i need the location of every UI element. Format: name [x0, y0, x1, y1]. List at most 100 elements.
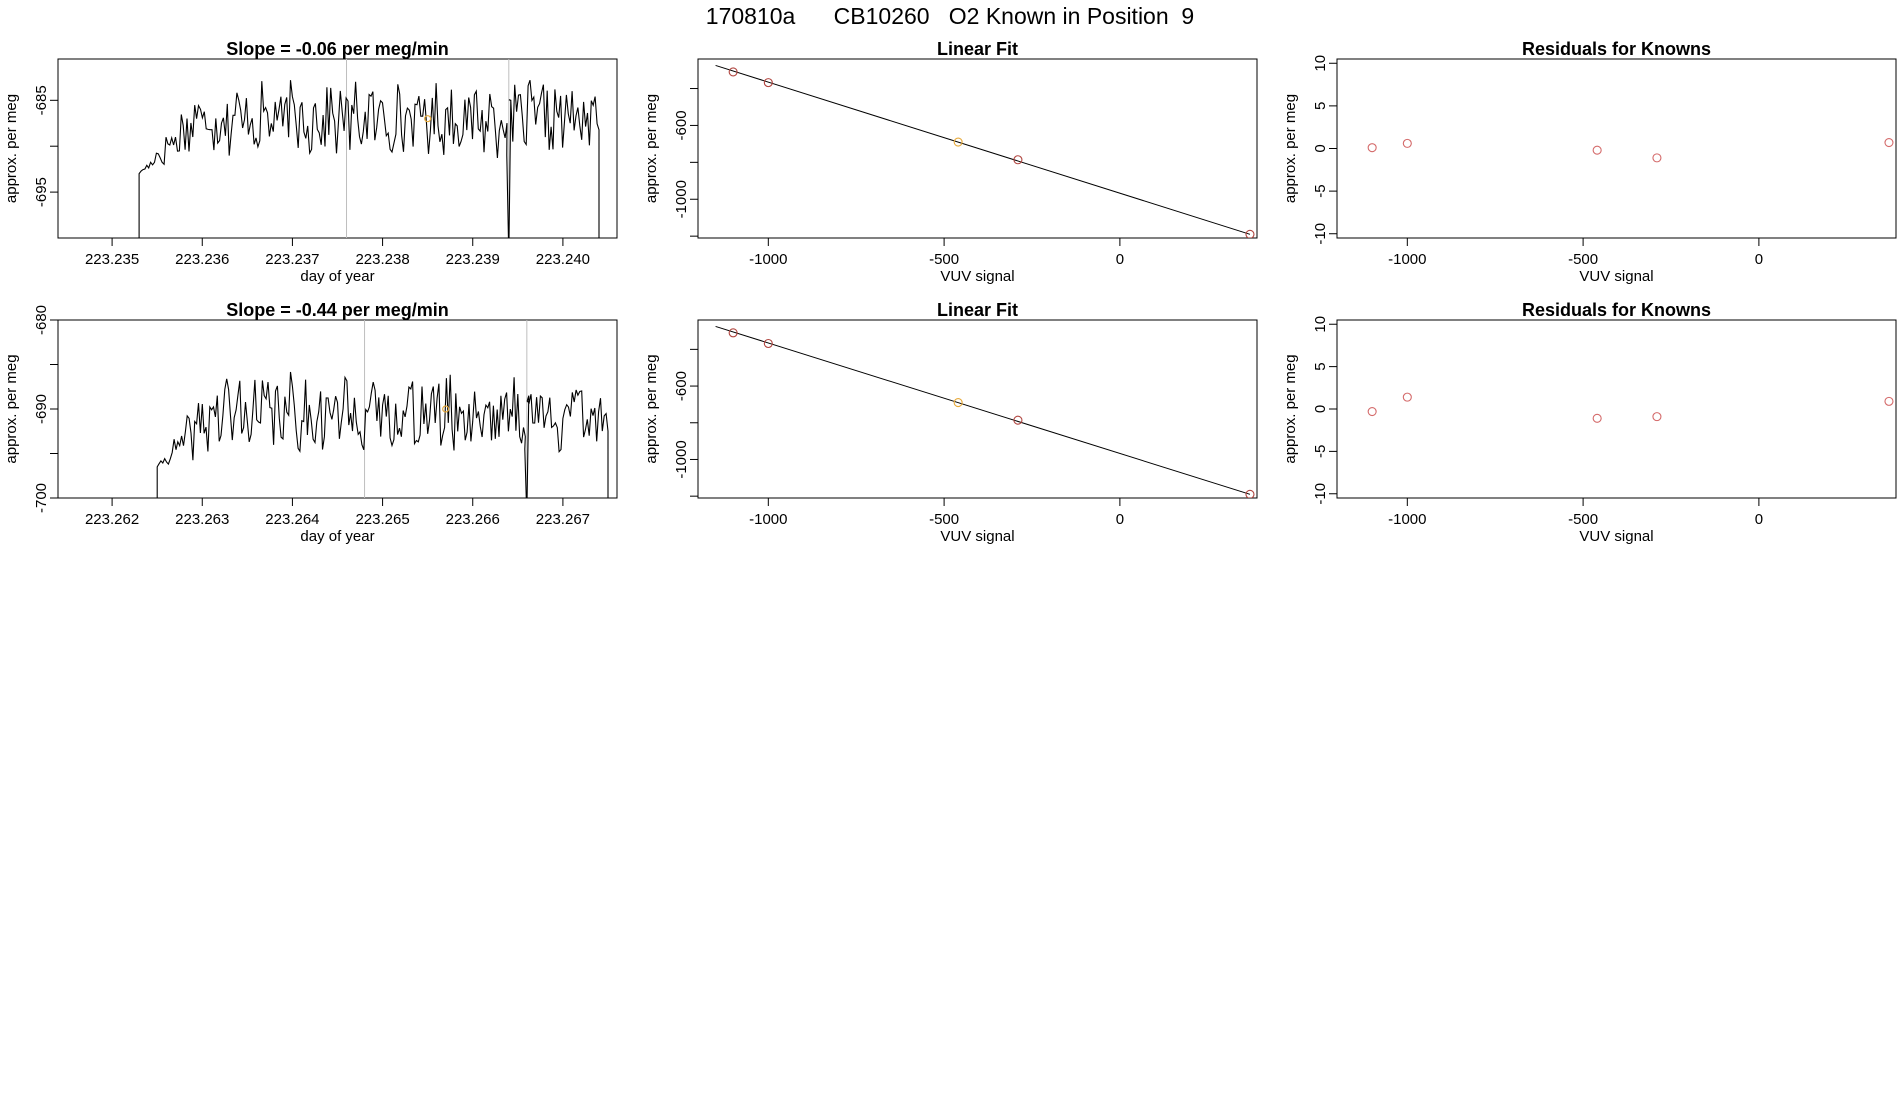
fit-line: [715, 325, 1251, 495]
y-tick-label: 0: [1312, 405, 1329, 413]
data-series-line: [138, 80, 600, 238]
chart-panel-1: Slope = -0.06 per meg/min 223.235 223.236 2…: [3, 39, 618, 285]
plot-area: [715, 64, 1255, 238]
y-tick-label: 5: [1312, 362, 1329, 370]
data-point: [1013, 415, 1023, 425]
x-tick-label: -1000: [749, 251, 787, 268]
chart-title: Residuals for Knowns: [1522, 300, 1711, 320]
chart-panel-6: Residuals for Knowns -1000 -500 0 VUV signal…: [1282, 300, 1897, 545]
y-tick-label: -10: [1312, 223, 1329, 245]
data-point: [1652, 412, 1662, 422]
chart-panel-3: Residuals for Knowns -1000 -500 0 VUV signal…: [1282, 39, 1897, 285]
x-axis-label: day of year: [300, 268, 374, 285]
y-axis-label: approx. per meg: [1282, 94, 1299, 203]
plot-frame: [1336, 58, 1897, 239]
plot-frame: [57, 58, 618, 239]
plot-frame: [1336, 319, 1897, 499]
data-point: [728, 328, 738, 338]
x-tick-label: 0: [1116, 251, 1124, 268]
plot-frame: [697, 58, 1258, 239]
y-tick-label: -5: [1312, 184, 1329, 197]
data-point-marker: [424, 115, 432, 123]
data-point: [1245, 229, 1255, 238]
x-tick-label: -500: [1568, 511, 1598, 528]
y-tick-label: 0: [1312, 144, 1329, 152]
x-tick-label: 223.235: [85, 251, 139, 268]
plot-area: [1367, 392, 1894, 423]
y-tick-label: -600: [673, 110, 690, 140]
x-tick-label: -1000: [1388, 511, 1426, 528]
x-tick-label: 0: [1755, 251, 1763, 268]
fit-line: [715, 64, 1251, 235]
x-tick-label: 223.238: [355, 251, 409, 268]
chart-panel-2: Linear Fit -1000 -500 0 VUV signal -600 -1000 a…: [643, 39, 1258, 285]
y-axis-label: approx. per meg: [3, 354, 20, 463]
x-tick-label: 223.237: [265, 251, 319, 268]
y-axis-label: approx. per meg: [643, 94, 660, 203]
chart-title: Linear Fit: [937, 300, 1018, 320]
chart-title: Linear Fit: [937, 39, 1018, 59]
chart-title: Slope = -0.06 per meg/min: [226, 39, 449, 59]
plot-area: [1367, 137, 1894, 163]
x-tick-label: 223.266: [446, 511, 500, 528]
data-point: [1402, 392, 1412, 402]
y-tick-label: 10: [1312, 55, 1329, 72]
x-tick-label: -500: [929, 511, 959, 528]
y-tick-label: -680: [33, 305, 50, 335]
data-point: [763, 338, 773, 349]
x-tick-label: 0: [1755, 511, 1763, 528]
data-point: [1013, 155, 1023, 165]
data-point: [953, 137, 963, 147]
y-tick-label: -1000: [673, 180, 690, 218]
data-point: [1245, 489, 1255, 498]
plot-frame: [697, 319, 1258, 499]
y-tick-label: -690: [33, 394, 50, 424]
y-tick-label: -600: [673, 371, 690, 401]
data-point: [1884, 137, 1894, 148]
x-tick-label: 223.263: [175, 511, 229, 528]
page-title: 170810a CB10260 O2 Known in Position 9: [705, 3, 1195, 29]
x-axis-label: VUV signal: [1579, 268, 1653, 285]
x-tick-label: 0: [1116, 511, 1124, 528]
x-tick-label: -500: [929, 251, 959, 268]
x-axis-label: VUV signal: [940, 268, 1014, 285]
y-axis-label: approx. per meg: [3, 94, 20, 203]
chart-title: Slope = -0.44 per meg/min: [226, 300, 449, 320]
y-axis-label: approx. per meg: [643, 354, 660, 463]
x-tick-label: -1000: [1388, 251, 1426, 268]
y-tick-label: -1000: [673, 440, 690, 478]
x-tick-label: 223.262: [85, 511, 139, 528]
data-point: [1592, 413, 1602, 423]
data-point: [1367, 143, 1377, 153]
x-tick-label: 223.236: [175, 251, 229, 268]
plot-area: [156, 320, 609, 498]
plot-area: [138, 59, 600, 238]
data-series-line: [156, 371, 609, 498]
data-point: [953, 398, 963, 408]
data-point: [1592, 145, 1602, 155]
x-tick-label: 223.265: [355, 511, 409, 528]
x-tick-label: 223.240: [536, 251, 590, 268]
x-axis-label: VUV signal: [1579, 528, 1653, 545]
y-tick-label: -695: [33, 177, 50, 207]
chart-panel-4: Slope = -0.44 per meg/min 223.262 223.263 2…: [3, 300, 618, 545]
data-point: [1367, 406, 1377, 417]
data-point: [1884, 396, 1894, 406]
chart-panel-5: Linear Fit -1000 -500 0 VUV signal -600 -1000 a…: [643, 300, 1258, 545]
x-tick-label: 223.239: [446, 251, 500, 268]
x-tick-label: -1000: [749, 511, 787, 528]
y-tick-label: 5: [1312, 102, 1329, 110]
data-point: [1652, 153, 1662, 163]
chart-title: Residuals for Knowns: [1522, 39, 1711, 59]
data-point: [763, 78, 773, 88]
x-tick-label: -500: [1568, 251, 1598, 268]
x-axis-label: VUV signal: [940, 528, 1014, 545]
plot-area: [715, 325, 1255, 498]
y-tick-label: -10: [1312, 483, 1329, 505]
data-point: [728, 67, 738, 77]
x-tick-label: 223.267: [536, 511, 590, 528]
x-axis-label: day of year: [300, 528, 374, 545]
data-point: [1402, 138, 1412, 148]
y-tick-label: -5: [1312, 445, 1329, 458]
x-tick-label: 223.264: [265, 511, 319, 528]
